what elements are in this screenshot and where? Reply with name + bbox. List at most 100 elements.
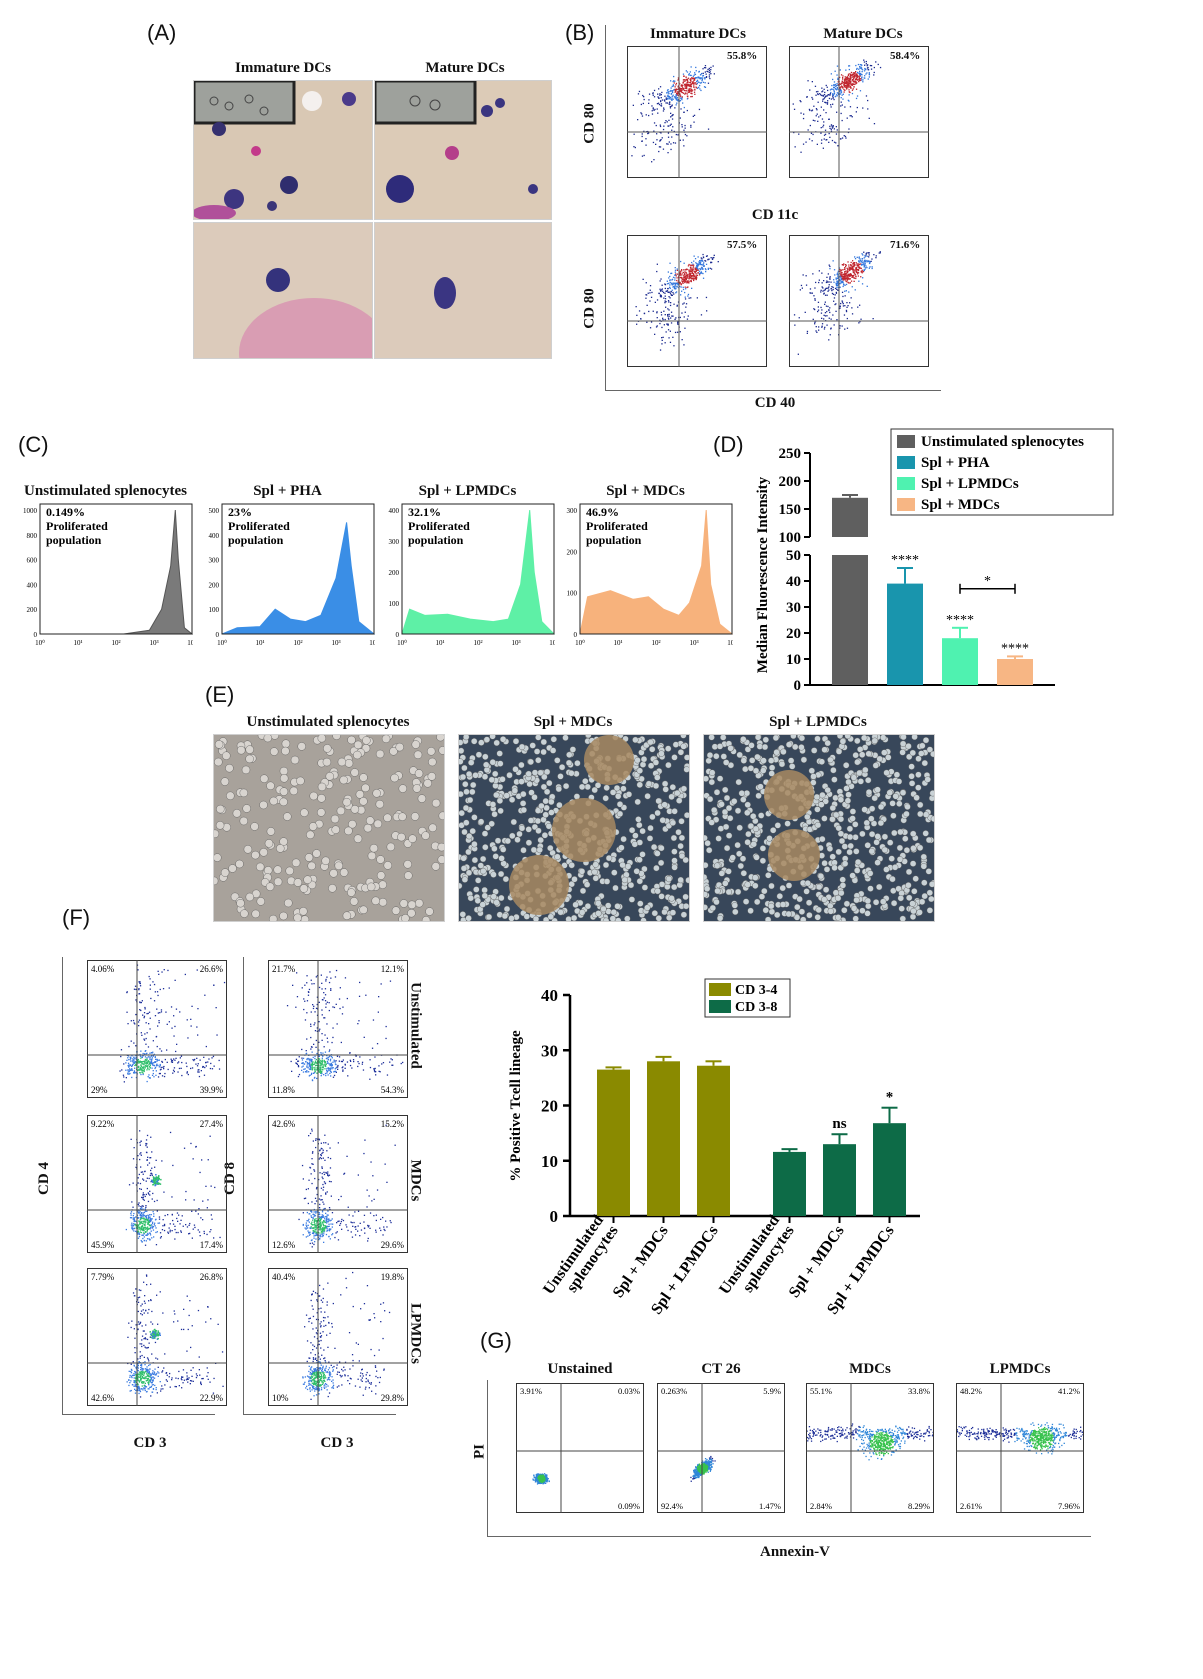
flow-event: [827, 305, 829, 308]
flow-event: [693, 85, 695, 87]
flow-event: [145, 1144, 147, 1147]
flow-event: [151, 1218, 153, 1220]
flow-event: [866, 259, 868, 262]
flow-event: [879, 251, 881, 253]
flow-event: [848, 274, 850, 277]
flow-event: [847, 99, 849, 101]
flow-event: [835, 88, 837, 90]
cell: [658, 844, 665, 852]
flow-event: [665, 290, 667, 292]
cell: [263, 735, 272, 743]
flow-event: [140, 1001, 142, 1004]
cell: [595, 910, 602, 917]
flow-event: [686, 81, 688, 84]
flow-event: [853, 80, 855, 82]
d-legend-frame: [890, 428, 1114, 516]
cell: [639, 827, 646, 835]
flow-event: [135, 1062, 137, 1064]
cell: [347, 888, 356, 897]
flow-event: [156, 991, 159, 993]
flow-event: [855, 270, 858, 272]
flow-event: [858, 257, 860, 259]
flow-event: [707, 68, 709, 71]
flow-event: [860, 271, 862, 273]
flow-event: [666, 98, 669, 100]
flow-event: [846, 81, 848, 83]
flow-event: [144, 1225, 146, 1227]
flow-event: [199, 1171, 201, 1174]
flow-event: [664, 298, 667, 300]
flow-event: [799, 289, 801, 291]
flow-event: [135, 1225, 137, 1227]
flow-event: [845, 137, 847, 139]
d-ytick-label: 150: [779, 502, 802, 518]
flow-event: [143, 1218, 145, 1220]
flow-event: [859, 267, 861, 269]
histogram-ytick: 0: [396, 631, 400, 639]
flow-event: [840, 282, 842, 284]
flow-event: [664, 292, 666, 294]
cell: [757, 783, 764, 790]
cell: [841, 860, 849, 867]
cell: [466, 796, 474, 804]
flow-event: [674, 89, 676, 91]
flow-event: [823, 280, 825, 282]
cell: [512, 738, 520, 745]
flow-event: [670, 322, 673, 324]
flow-event: [680, 294, 682, 296]
flow-event: [677, 322, 679, 324]
flow-event: [705, 269, 707, 271]
flow-event: [836, 273, 838, 275]
flow-event: [846, 281, 848, 283]
cell: [750, 813, 757, 820]
cell: [650, 843, 658, 851]
flow-event: [845, 87, 848, 89]
flow-event: [690, 89, 692, 91]
flow-event: [692, 278, 694, 280]
flow-event: [674, 90, 677, 92]
flow-event: [152, 1379, 154, 1381]
flow-event: [205, 1062, 207, 1064]
flow-event: [841, 86, 844, 88]
cell: [537, 769, 544, 776]
flow-event: [704, 78, 706, 80]
cell: [886, 839, 894, 846]
flow-event: [151, 1151, 153, 1153]
flow-event: [148, 1228, 150, 1230]
flow-event: [682, 84, 684, 86]
flow-event: [144, 1216, 147, 1218]
flow-event: [151, 1323, 154, 1325]
flow-event: [870, 65, 873, 67]
flow-event: [815, 94, 817, 96]
cell: [461, 764, 468, 772]
flow-event: [842, 82, 844, 84]
flow-event: [674, 283, 676, 285]
flow-event: [847, 268, 849, 270]
cell: [791, 743, 799, 751]
cell: [312, 849, 321, 858]
pct-b3: 57.5%: [727, 239, 758, 251]
flow-event: [147, 1232, 149, 1234]
flow-event: [674, 96, 676, 98]
flow-event: [845, 80, 847, 82]
flow-event: [150, 1063, 152, 1065]
flow-event: [123, 1081, 125, 1083]
cell: [832, 811, 840, 819]
flow-event: [674, 331, 677, 334]
cell: [843, 785, 850, 792]
flow-event: [828, 317, 830, 319]
cell: [888, 855, 895, 862]
cell: [437, 855, 444, 864]
cell: [533, 748, 541, 755]
cell: [858, 751, 866, 758]
flow-event: [674, 107, 676, 109]
flow-event: [696, 266, 699, 268]
f-xaxis-cd4: CD 3: [133, 1435, 167, 1451]
flow-event: [150, 1220, 152, 1223]
flow-event: [683, 274, 685, 276]
cell: [767, 757, 775, 764]
flow-event: [202, 1066, 204, 1068]
cell: [628, 826, 636, 834]
flow-event: [135, 1013, 137, 1016]
flow-event: [684, 298, 687, 300]
